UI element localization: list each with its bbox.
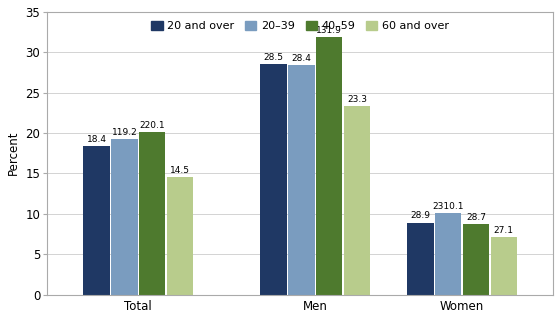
Text: 119.2: 119.2 bbox=[111, 128, 137, 137]
Text: 220.1: 220.1 bbox=[139, 121, 165, 130]
Text: 28.9: 28.9 bbox=[410, 211, 430, 220]
Bar bbox=[463, 224, 489, 294]
Text: 131.9: 131.9 bbox=[316, 26, 342, 35]
Text: 23.3: 23.3 bbox=[347, 95, 367, 104]
Bar bbox=[83, 146, 110, 294]
Bar bbox=[139, 132, 165, 294]
Bar bbox=[288, 65, 315, 294]
Legend: 20 and over, 20–39, 40–59, 60 and over: 20 and over, 20–39, 40–59, 60 and over bbox=[148, 18, 452, 35]
Text: 2310.1: 2310.1 bbox=[432, 202, 464, 211]
Bar bbox=[491, 237, 517, 294]
Text: 28.4: 28.4 bbox=[292, 54, 311, 63]
Bar bbox=[111, 140, 138, 294]
Bar bbox=[260, 64, 287, 294]
Bar bbox=[407, 223, 433, 294]
Bar bbox=[435, 213, 461, 294]
Y-axis label: Percent: Percent bbox=[7, 131, 20, 175]
Bar bbox=[344, 106, 370, 294]
Text: 14.5: 14.5 bbox=[170, 166, 190, 175]
Text: 28.5: 28.5 bbox=[264, 53, 283, 62]
Text: 27.1: 27.1 bbox=[494, 226, 514, 235]
Bar bbox=[167, 178, 193, 294]
Bar bbox=[316, 37, 343, 294]
Text: 18.4: 18.4 bbox=[87, 134, 106, 144]
Text: 28.7: 28.7 bbox=[466, 213, 486, 222]
